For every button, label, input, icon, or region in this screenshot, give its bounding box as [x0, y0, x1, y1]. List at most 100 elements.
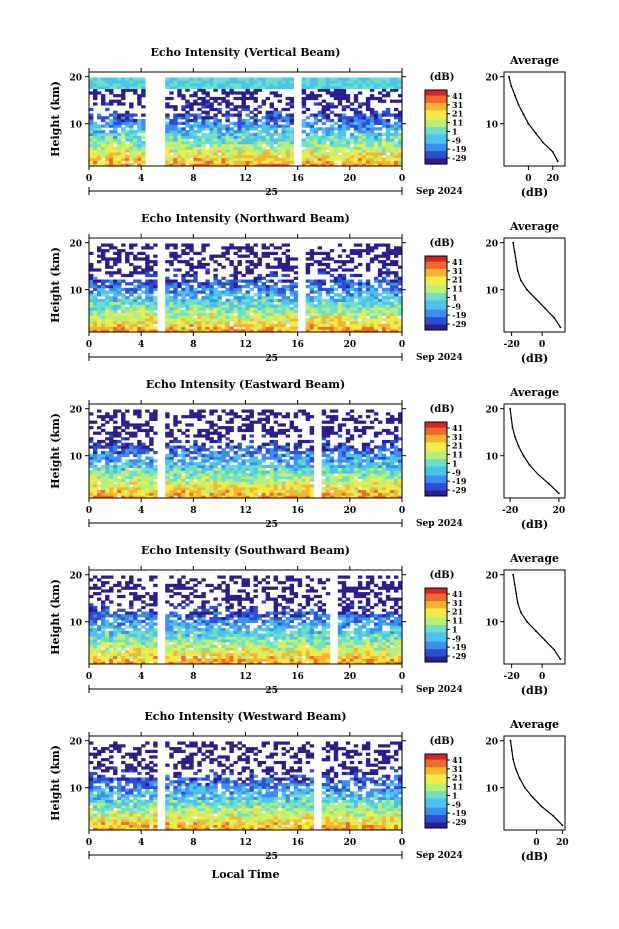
- heatmap-cell: [289, 486, 294, 491]
- heatmap-cell: [173, 473, 178, 477]
- heatmap-cell: [285, 451, 290, 455]
- heatmap-cell: [269, 293, 274, 297]
- heatmap-cell: [113, 442, 118, 446]
- heatmap-cell: [145, 326, 150, 330]
- heatmap-cell: [281, 149, 286, 153]
- heatmap-cell: [133, 423, 138, 427]
- heatmap-cell: [329, 484, 335, 488]
- heatmap-cell: [285, 296, 290, 300]
- heatmap-cell: [313, 146, 319, 150]
- heatmap-cell: [217, 282, 222, 286]
- heatmap-cell: [185, 119, 190, 123]
- heatmap-cell: [165, 127, 170, 131]
- heatmap-cell: [301, 154, 307, 159]
- heatmap-cell: [193, 119, 198, 123]
- heatmap-cell: [109, 495, 114, 499]
- heatmap-cell: [145, 462, 150, 466]
- heatmap-cell: [185, 152, 190, 156]
- heatmap-cell: [173, 439, 178, 444]
- heatmap-cell: [337, 434, 343, 438]
- heatmap-cell: [309, 124, 315, 128]
- heatmap-cell: [221, 282, 226, 286]
- heatmap-cell: [173, 146, 178, 150]
- heatmap-cell: [141, 467, 146, 471]
- heatmap-cell: [373, 287, 379, 291]
- heatmap-cell: [273, 293, 278, 297]
- heatmap-cell: [225, 318, 230, 322]
- heatmap-cell: [177, 428, 182, 433]
- heatmap-cell: [317, 102, 323, 106]
- heatmap-cell: [153, 307, 158, 311]
- heatmap-cell: [301, 489, 307, 493]
- heatmap-cell: [113, 492, 118, 496]
- heatmap-cell: [241, 83, 246, 87]
- heatmap-cell: [377, 132, 383, 136]
- heatmap-cell: [341, 478, 347, 482]
- heatmap-cell: [181, 94, 186, 98]
- heatmap-cell: [121, 249, 126, 253]
- heatmap-cell: [213, 495, 218, 499]
- heatmap-cell: [141, 315, 146, 319]
- heatmap-cell: [381, 94, 387, 98]
- heatmap-cell: [233, 290, 238, 294]
- heatmap-cell: [141, 307, 146, 311]
- heatmap-cell: [249, 160, 254, 164]
- heatmap-cell: [121, 437, 126, 441]
- heatmap-cell: [105, 464, 110, 468]
- heatmap-cell: [137, 287, 142, 291]
- heatmap-cell: [281, 459, 286, 463]
- heatmap-cell: [93, 83, 98, 87]
- heatmap-cell: [241, 127, 246, 131]
- heatmap-cell: [390, 143, 395, 148]
- heatmap-cell: [273, 119, 278, 123]
- heatmap-cell: [253, 462, 258, 466]
- heatmap-cell: [145, 296, 150, 300]
- heatmap-cell: [325, 470, 331, 474]
- heatmap-cell: [301, 456, 307, 460]
- heatmap-cell: [349, 80, 355, 84]
- heatmap-cell: [145, 423, 150, 427]
- heatmap-cell: [261, 434, 266, 438]
- heatmap-cell: [237, 312, 242, 316]
- heatmap-cell: [325, 301, 331, 305]
- heatmap-cell: [301, 141, 307, 145]
- heatmap-cell: [269, 135, 274, 139]
- heatmap-cell: [129, 273, 134, 278]
- heatmap-cell: [105, 318, 110, 322]
- heatmap-cell: [113, 146, 118, 150]
- heatmap-cell: [394, 271, 399, 275]
- heatmap-cell: [361, 154, 367, 159]
- heatmap-cell: [229, 445, 234, 449]
- heatmap-cell: [237, 467, 242, 471]
- heatmap-cell: [269, 431, 274, 435]
- heatmap-cell: [325, 434, 331, 438]
- heatmap-cell: [321, 110, 327, 114]
- heatmap-cell: [213, 96, 218, 101]
- heatmap-cell: [333, 304, 339, 308]
- heatmap-cell: [225, 489, 230, 493]
- heatmap-cell: [89, 135, 94, 139]
- heatmap-cell: [233, 77, 238, 81]
- heatmap-cell: [345, 312, 351, 316]
- heatmap-cell: [225, 102, 230, 106]
- heatmap-cell: [105, 326, 110, 330]
- heatmap-cell: [309, 470, 315, 474]
- heatmap-cell: [101, 312, 106, 316]
- heatmap-cell: [109, 304, 114, 308]
- heatmap-cell: [317, 301, 323, 305]
- heatmap-cell: [329, 138, 335, 142]
- heatmap-cell: [213, 423, 218, 427]
- heatmap-cell: [125, 467, 130, 471]
- heatmap-cell: [209, 102, 214, 106]
- heatmap-cell: [193, 462, 198, 466]
- heatmap-cell: [385, 251, 391, 255]
- heatmap-cell: [189, 298, 194, 302]
- heatmap-cell: [245, 254, 250, 258]
- heatmap-cell: [113, 163, 118, 167]
- heatmap-cell: [394, 301, 399, 305]
- heatmap-cell: [321, 318, 327, 322]
- heatmap-cell: [133, 434, 138, 438]
- heatmap-cell: [121, 94, 126, 98]
- heatmap-cell: [201, 462, 206, 466]
- heatmap-cell: [237, 475, 242, 480]
